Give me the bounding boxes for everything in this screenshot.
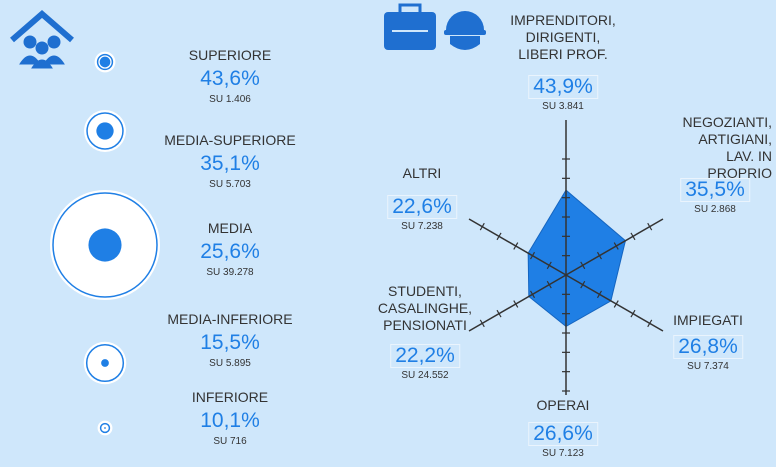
base-label: SU 3.841 <box>542 101 584 112</box>
base-label: SU 5.703 <box>209 179 251 190</box>
axis-tick <box>496 309 502 318</box>
axis-tick <box>513 242 519 250</box>
category-label: IMPRENDITORI, DIRIGENTI, LIBERI PROF. <box>510 12 616 62</box>
axis-tick <box>479 222 485 231</box>
axis-tick <box>496 232 502 241</box>
axis-tick <box>647 319 653 328</box>
value-label: 26,6% <box>528 422 598 446</box>
ring <box>99 422 111 434</box>
base-label: SU 24.552 <box>401 370 449 381</box>
value-dot <box>104 427 106 429</box>
axis <box>468 274 567 332</box>
value-label: 43,6% <box>200 67 260 90</box>
value-label: 43,9% <box>528 75 598 99</box>
category-label: ALTRI <box>402 165 442 181</box>
value-label: 15,5% <box>200 331 260 354</box>
axis-tick <box>630 232 636 241</box>
work-icons <box>384 3 486 50</box>
category-label: MEDIA <box>207 220 253 236</box>
value-label: 10,1% <box>200 409 260 432</box>
axis-tick <box>529 251 536 260</box>
value-label: 25,6% <box>200 240 260 263</box>
base-label: SU 39.278 <box>206 267 254 278</box>
axis-tick <box>513 300 519 308</box>
base-label: SU 7.374 <box>687 361 729 372</box>
axis-tick <box>647 222 653 231</box>
category-label: IMPIEGATI <box>673 312 743 328</box>
base-label: SU 5.895 <box>209 358 251 369</box>
ring <box>96 53 114 71</box>
base-label: SU 7.238 <box>401 221 443 232</box>
axis-tick <box>546 261 552 270</box>
axis-tick <box>580 261 586 270</box>
base-label: SU 1.406 <box>209 94 251 105</box>
ring <box>85 343 125 383</box>
category-label: INFERIORE <box>191 389 269 405</box>
base-label: SU 716 <box>213 436 247 447</box>
value-dot <box>88 228 122 262</box>
value-dot <box>101 359 109 367</box>
axis-tick <box>479 319 485 328</box>
value-label: 22,6% <box>387 195 457 219</box>
home-family-icon <box>10 10 74 69</box>
category-label: OPERAI <box>536 397 590 413</box>
axis-tick <box>613 242 619 250</box>
axis-tick <box>596 251 603 260</box>
axis-tick <box>529 290 536 299</box>
value-label: 35,1% <box>200 152 260 175</box>
ring <box>86 112 124 150</box>
category-label: NEGOZIANTI, ARTIGIANI, LAV. IN PROPRIO <box>682 114 772 181</box>
axis-tick <box>546 280 552 289</box>
axis-tick <box>580 280 586 289</box>
value-label: 35,5% <box>680 178 750 202</box>
axis <box>468 218 567 276</box>
value-dot <box>96 122 114 140</box>
axis-tick <box>613 300 619 308</box>
category-label: MEDIA-SUPERIORE <box>164 132 296 148</box>
value-dot <box>99 56 111 68</box>
base-label: SU 7.123 <box>542 448 584 459</box>
ring <box>52 192 158 298</box>
category-label: STUDENTI, CASALINGHE, PENSIONATI <box>377 283 473 333</box>
category-label: MEDIA-INFERIORE <box>167 311 293 327</box>
axis <box>565 274 664 332</box>
value-label: 26,8% <box>673 335 743 359</box>
radar-area <box>527 189 626 328</box>
category-label: SUPERIORE <box>188 47 272 63</box>
base-label: SU 2.868 <box>694 204 736 215</box>
axis-tick <box>596 290 603 299</box>
axis-tick <box>630 309 636 318</box>
axis <box>565 218 664 276</box>
value-label: 22,2% <box>390 344 460 368</box>
